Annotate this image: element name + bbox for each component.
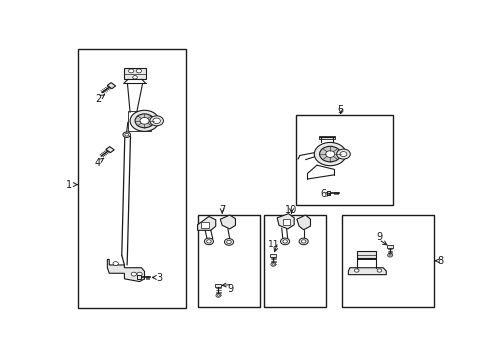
Circle shape (282, 240, 287, 243)
Polygon shape (282, 219, 290, 225)
Bar (264, 215, 326, 307)
Circle shape (387, 253, 392, 257)
Bar (197, 215, 260, 307)
Circle shape (216, 294, 221, 297)
Polygon shape (296, 215, 310, 230)
Polygon shape (201, 222, 208, 228)
Circle shape (137, 272, 142, 276)
Text: 8: 8 (437, 256, 443, 266)
Circle shape (122, 132, 130, 138)
Text: 1: 1 (66, 180, 72, 190)
Circle shape (140, 117, 149, 124)
Text: 11: 11 (267, 240, 279, 249)
Bar (318, 135, 334, 139)
Polygon shape (356, 251, 375, 258)
Circle shape (314, 143, 346, 166)
Circle shape (124, 133, 128, 136)
Text: 7: 7 (219, 204, 225, 215)
Circle shape (272, 264, 274, 265)
Text: 9: 9 (227, 284, 233, 293)
Polygon shape (107, 260, 144, 282)
Circle shape (128, 69, 134, 73)
Circle shape (319, 146, 340, 162)
Polygon shape (220, 215, 235, 229)
Circle shape (224, 239, 233, 245)
Circle shape (135, 114, 154, 128)
Polygon shape (124, 68, 145, 79)
Bar (386, 245, 392, 248)
Circle shape (336, 149, 349, 159)
Circle shape (217, 294, 219, 296)
Circle shape (388, 255, 390, 256)
Polygon shape (197, 216, 215, 230)
Text: 6: 6 (320, 189, 326, 199)
Circle shape (339, 152, 346, 157)
Circle shape (153, 118, 160, 123)
Circle shape (132, 76, 137, 79)
Circle shape (130, 110, 159, 131)
Circle shape (301, 240, 305, 243)
Polygon shape (107, 83, 115, 89)
Bar (78, 49, 186, 308)
Polygon shape (347, 268, 386, 275)
Circle shape (376, 269, 381, 272)
Circle shape (299, 238, 307, 245)
Text: 3: 3 (156, 273, 163, 283)
Circle shape (325, 151, 334, 157)
Text: 10: 10 (285, 204, 297, 215)
Text: 9: 9 (376, 232, 382, 242)
Circle shape (131, 272, 136, 276)
Bar (356, 257, 375, 260)
Circle shape (136, 69, 141, 73)
Circle shape (354, 269, 358, 272)
Bar (270, 254, 276, 257)
Circle shape (206, 240, 211, 243)
Text: 2: 2 (95, 94, 101, 104)
Circle shape (226, 240, 231, 244)
Circle shape (280, 238, 289, 245)
Bar (127, 111, 150, 131)
Circle shape (270, 262, 275, 266)
Bar (326, 191, 329, 195)
Circle shape (204, 238, 213, 245)
Circle shape (113, 262, 118, 266)
Circle shape (149, 116, 163, 126)
Bar (341, 215, 433, 307)
Bar (137, 275, 141, 279)
Polygon shape (106, 147, 114, 153)
Polygon shape (277, 214, 294, 229)
Text: 4: 4 (94, 158, 100, 168)
Bar (296, 115, 392, 205)
Bar (215, 284, 221, 287)
Text: 5: 5 (337, 105, 343, 115)
